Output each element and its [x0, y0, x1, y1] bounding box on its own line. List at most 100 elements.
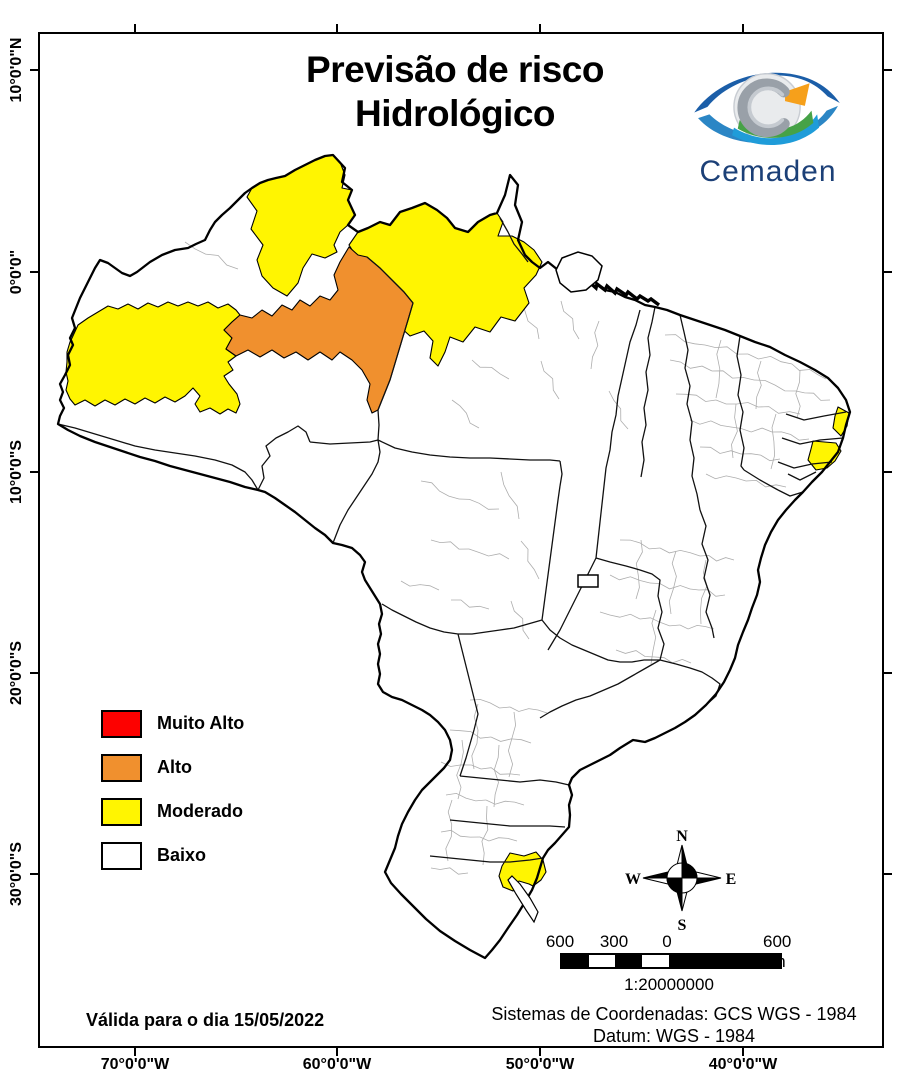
municipal-boundary	[715, 399, 759, 408]
cemaden-eye-icon	[694, 72, 840, 146]
municipal-boundary	[619, 539, 661, 550]
crs-line1: Sistemas de Coordenadas: GCS WGS - 1984	[491, 1004, 857, 1024]
crs-line2: Datum: WGS - 1984	[592, 1026, 756, 1047]
municipal-boundary	[705, 473, 747, 482]
municipal-boundary	[753, 379, 797, 392]
legend-label-alto: Alto	[157, 757, 192, 777]
validity-date-text: Válida para o dia 15/05/2022	[86, 1010, 325, 1030]
municipal-boundary	[795, 369, 801, 419]
municipal-boundary	[730, 426, 773, 433]
legend-label-moderado: Moderado	[157, 801, 244, 821]
municipal-boundary	[650, 609, 657, 665]
compass-e-label: E	[726, 871, 737, 888]
lon-label-60w: 60°0'0"W	[302, 1056, 372, 1073]
risk-region-ne-coast-moderado-2	[807, 440, 842, 471]
brazil-outline	[56, 153, 852, 960]
risk-legend: Muito Alto Alto Moderado Baixo	[101, 709, 244, 885]
municipal-boundary	[490, 736, 532, 744]
legend-swatch-alto	[101, 753, 142, 782]
scale-bar-segments	[560, 953, 782, 969]
municipal-boundary	[771, 431, 810, 441]
graticule-tick-bottom	[742, 1048, 744, 1056]
municipal-boundary	[649, 582, 691, 590]
legend-swatch-baixo	[101, 841, 142, 870]
municipal-boundary	[445, 799, 453, 862]
municipal-boundary	[469, 699, 511, 709]
municipal-boundary	[755, 360, 762, 410]
municipal-boundary	[659, 547, 701, 557]
graticule-tick-right	[884, 271, 892, 273]
legend-row-alto: Alto	[101, 753, 244, 782]
municipal-boundary	[664, 334, 706, 346]
municipal-boundary	[507, 711, 517, 778]
municipal-boundary	[430, 539, 470, 550]
compass-s-label: S	[678, 917, 687, 934]
municipal-boundary	[485, 799, 525, 806]
legend-row-moderado: Moderado	[101, 797, 244, 826]
municipal-boundary	[479, 836, 518, 842]
municipal-boundary	[675, 393, 717, 402]
state-boundaries-layer	[57, 217, 847, 863]
municipal-boundary	[184, 241, 239, 270]
graticule-tick-right	[884, 69, 892, 71]
marajo-island	[555, 251, 603, 293]
municipal-boundary	[590, 320, 600, 370]
municipal-boundary	[689, 588, 726, 597]
municipal-boundary	[445, 792, 487, 802]
municipal-boundary	[471, 359, 510, 380]
municipal-boundary	[608, 390, 629, 430]
municipal-boundary	[468, 548, 510, 560]
scale-label-600-left: 600	[545, 932, 575, 951]
municipal-boundary	[757, 406, 801, 415]
lat-label-10s: 10°0'0"S	[8, 439, 25, 505]
municipal-boundary	[711, 370, 755, 381]
municipal-boundary	[510, 600, 530, 640]
municipal-boundary	[430, 867, 469, 875]
graticule-tick-right	[884, 672, 892, 674]
municipal-boundary	[540, 360, 560, 400]
legend-row-baixo: Baixo	[101, 841, 244, 870]
scale-label-0: 0	[662, 932, 672, 951]
municipal-boundary	[745, 479, 787, 488]
compass-rose-icon: N S E W	[625, 828, 737, 934]
municipal-boundary	[451, 599, 490, 610]
graticule-tick-left	[30, 471, 38, 473]
cemaden-logo-text: Cemaden	[699, 155, 837, 188]
municipal-boundary	[480, 767, 521, 776]
municipal-boundary	[420, 480, 460, 500]
municipal-boundary	[456, 739, 464, 800]
scale-seg-3	[615, 955, 642, 967]
legend-swatch-moderado	[101, 797, 142, 826]
graticule-tick-left	[30, 873, 38, 875]
municipal-boundary	[669, 359, 713, 372]
scale-seg-1	[562, 955, 589, 967]
graticule-tick-top	[539, 24, 541, 32]
graticule-tick-right	[884, 471, 892, 473]
lat-label-0: 0°0'0"	[8, 249, 25, 295]
municipal-boundary	[699, 559, 708, 625]
graticule-tick-right	[884, 873, 892, 875]
municipal-boundary	[471, 703, 479, 770]
municipal-boundary	[500, 471, 520, 520]
graticule-tick-bottom	[134, 1048, 136, 1056]
risk-regions-layer	[65, 154, 850, 892]
graticule-tick-top	[742, 24, 744, 32]
scale-seg-2	[589, 955, 615, 967]
cemaden-logo: Cemaden	[680, 52, 856, 189]
municipal-boundary	[791, 363, 827, 380]
municipal-boundary	[560, 300, 580, 340]
lat-label-10n: 10°0'0"N	[8, 37, 25, 103]
scale-label-300: 300	[599, 932, 629, 951]
legend-row-muito-alto: Muito Alto	[101, 709, 244, 738]
distrito-federal-box	[577, 574, 599, 588]
coordinate-system-text: Sistemas de Coordenadas: GCS WGS - 1984 …	[468, 1003, 880, 1048]
municipal-boundary	[599, 611, 641, 620]
scale-seg-4	[642, 955, 669, 967]
municipal-boundary	[715, 339, 722, 399]
municipal-boundary	[770, 413, 777, 470]
municipal-boundary	[481, 805, 489, 866]
municipal-boundary	[440, 829, 481, 838]
map-frame-border	[38, 32, 884, 1048]
